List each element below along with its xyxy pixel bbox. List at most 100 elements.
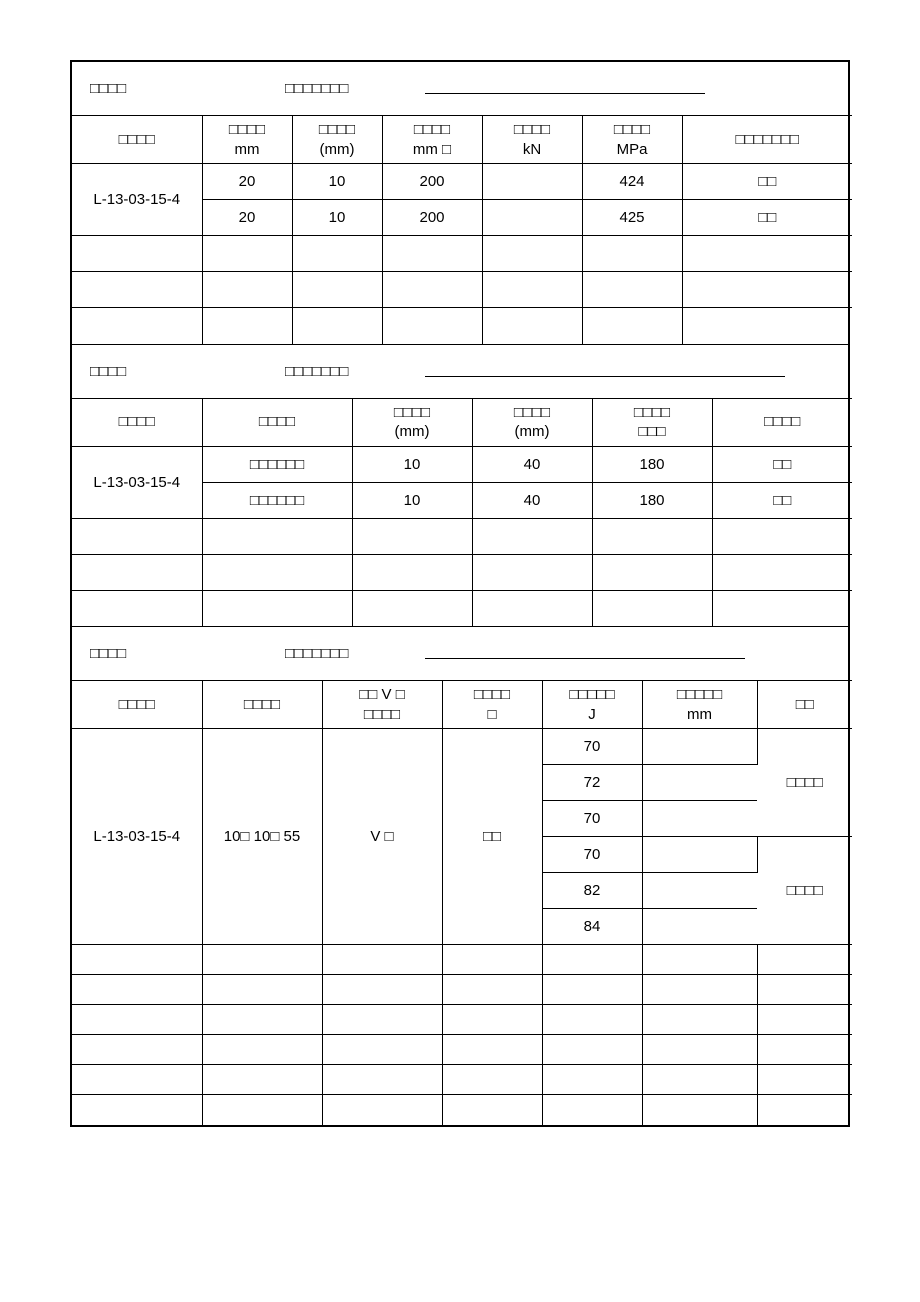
result-cell: □□□□ — [757, 729, 852, 837]
section2-label1: □□□□ — [90, 363, 285, 380]
table-cell — [757, 1065, 852, 1095]
table-cell — [72, 1095, 202, 1125]
table-cell — [642, 1035, 757, 1065]
table-cell — [712, 518, 852, 554]
table-cell — [382, 236, 482, 272]
column-header: □□□□(mm) — [352, 398, 472, 446]
table-cell: 20 — [202, 200, 292, 236]
table-cell — [442, 975, 542, 1005]
table-cell: □□ — [682, 164, 852, 200]
table-cell: 10 — [352, 446, 472, 482]
lateral-expansion — [642, 801, 757, 837]
table-cell — [202, 518, 352, 554]
table-cell: □□ — [682, 200, 852, 236]
section3-underline — [425, 658, 745, 659]
table-cell — [582, 272, 682, 308]
table-cell — [582, 308, 682, 344]
table-cell — [482, 164, 582, 200]
column-header: □□□□□mm — [642, 681, 757, 729]
section3-table: □□□□□□□□□□ V □□□□□□□□□□□□□□□J□□□□□mm□□L-… — [72, 680, 852, 1125]
table-cell — [202, 272, 292, 308]
table-cell: 425 — [582, 200, 682, 236]
table-cell — [202, 975, 322, 1005]
column-header: □□□□ — [72, 398, 202, 446]
specimen-id: L-13-03-15-4 — [72, 446, 202, 518]
table-cell: □□ — [712, 482, 852, 518]
table-cell: 10 — [292, 200, 382, 236]
table-cell — [72, 308, 202, 344]
table-cell — [542, 1035, 642, 1065]
test-report-container: □□□□ □□□□□□□ □□□□□□□□mm□□□□(mm)□□□□mm □□… — [70, 60, 850, 1127]
table-cell — [72, 1065, 202, 1095]
table-cell: 20 — [202, 164, 292, 200]
table-cell — [442, 1005, 542, 1035]
table-cell — [642, 1065, 757, 1095]
table-cell — [72, 518, 202, 554]
column-header: □□□□□J — [542, 681, 642, 729]
section2-table: □□□□□□□□□□□□(mm)□□□□(mm)□□□□□□□□□□□L-13-… — [72, 398, 852, 627]
table-cell — [642, 975, 757, 1005]
table-cell — [322, 1095, 442, 1125]
table-cell — [322, 1065, 442, 1095]
table-cell — [542, 975, 642, 1005]
table-cell — [592, 554, 712, 590]
table-cell — [72, 945, 202, 975]
section2-header: □□□□ □□□□□□□ — [72, 344, 848, 398]
column-header: □□ V □□□□□ — [322, 681, 442, 729]
energy-value: 70 — [542, 801, 642, 837]
table-cell — [757, 975, 852, 1005]
lateral-expansion — [642, 765, 757, 801]
table-cell — [642, 1005, 757, 1035]
column-header: □□□□mm — [202, 116, 292, 164]
column-header: □□□□ — [72, 116, 202, 164]
section1-label1: □□□□ — [90, 80, 285, 97]
table-cell — [72, 236, 202, 272]
table-cell — [202, 236, 292, 272]
test-temperature: □□ — [442, 729, 542, 945]
column-header: □□□□□□□ — [682, 116, 852, 164]
table-cell — [292, 308, 382, 344]
table-cell: 200 — [382, 164, 482, 200]
table-cell — [542, 1095, 642, 1125]
table-cell — [292, 236, 382, 272]
column-header: □□□□(mm) — [472, 398, 592, 446]
table-cell: 424 — [582, 164, 682, 200]
table-cell — [202, 554, 352, 590]
specimen-size: 10□ 10□ 55 — [202, 729, 322, 945]
table-cell — [712, 554, 852, 590]
table-cell: □□□□□□ — [202, 482, 352, 518]
table-cell — [352, 554, 472, 590]
table-cell: 40 — [472, 482, 592, 518]
lateral-expansion — [642, 837, 757, 873]
table-cell — [322, 1035, 442, 1065]
table-cell — [482, 200, 582, 236]
column-header: □□□□ — [202, 398, 352, 446]
table-cell: 180 — [592, 482, 712, 518]
column-header: □□□□mm □ — [382, 116, 482, 164]
table-cell — [482, 308, 582, 344]
table-cell — [202, 1095, 322, 1125]
section1-table: □□□□□□□□mm□□□□(mm)□□□□mm □□□□□kN□□□□MPa□… — [72, 115, 852, 344]
table-cell: 200 — [382, 200, 482, 236]
lateral-expansion — [642, 909, 757, 945]
table-cell — [482, 272, 582, 308]
table-cell: □□□□□□ — [202, 446, 352, 482]
table-cell — [442, 1095, 542, 1125]
table-cell — [442, 1065, 542, 1095]
energy-value: 70 — [542, 729, 642, 765]
table-cell — [682, 236, 852, 272]
section3-header: □□□□ □□□□□□□ — [72, 626, 848, 680]
column-header: □□ — [757, 681, 852, 729]
specimen-id: L-13-03-15-4 — [72, 729, 202, 945]
table-cell — [757, 1005, 852, 1035]
table-cell — [382, 272, 482, 308]
table-cell — [642, 1095, 757, 1125]
section2-label2: □□□□□□□ — [285, 363, 425, 380]
section1-underline — [425, 93, 705, 94]
table-cell — [442, 945, 542, 975]
table-cell — [582, 236, 682, 272]
table-cell — [322, 1005, 442, 1035]
column-header: □□□□kN — [482, 116, 582, 164]
table-cell — [72, 1005, 202, 1035]
table-cell — [202, 1065, 322, 1095]
